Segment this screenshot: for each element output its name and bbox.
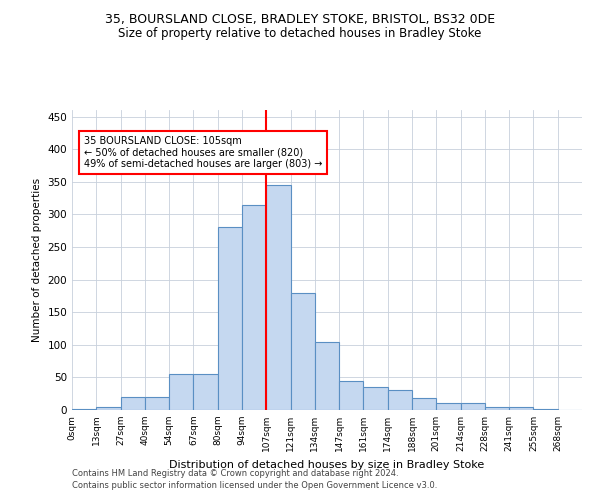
Y-axis label: Number of detached properties: Number of detached properties	[32, 178, 42, 342]
Text: Contains HM Land Registry data © Crown copyright and database right 2024.: Contains HM Land Registry data © Crown c…	[72, 468, 398, 477]
Bar	[315, 342, 339, 410]
Bar	[121, 397, 145, 410]
X-axis label: Distribution of detached houses by size in Bradley Stoke: Distribution of detached houses by size …	[169, 460, 485, 469]
Text: 35 BOURSLAND CLOSE: 105sqm
← 50% of detached houses are smaller (820)
49% of sem: 35 BOURSLAND CLOSE: 105sqm ← 50% of deta…	[84, 136, 323, 170]
Bar	[290, 292, 315, 410]
Bar	[96, 406, 121, 410]
Bar	[485, 406, 509, 410]
Bar	[412, 398, 436, 410]
Bar	[461, 404, 485, 410]
Bar	[339, 380, 364, 410]
Bar	[364, 387, 388, 410]
Bar	[72, 408, 96, 410]
Text: Contains public sector information licensed under the Open Government Licence v3: Contains public sector information licen…	[72, 481, 437, 490]
Bar	[509, 406, 533, 410]
Bar	[193, 374, 218, 410]
Text: 35, BOURSLAND CLOSE, BRADLEY STOKE, BRISTOL, BS32 0DE: 35, BOURSLAND CLOSE, BRADLEY STOKE, BRIS…	[105, 12, 495, 26]
Bar	[388, 390, 412, 410]
Bar	[145, 397, 169, 410]
Bar	[218, 228, 242, 410]
Bar	[533, 408, 558, 410]
Bar	[242, 204, 266, 410]
Bar	[266, 185, 290, 410]
Bar	[169, 374, 193, 410]
Text: Size of property relative to detached houses in Bradley Stoke: Size of property relative to detached ho…	[118, 28, 482, 40]
Bar	[436, 404, 461, 410]
